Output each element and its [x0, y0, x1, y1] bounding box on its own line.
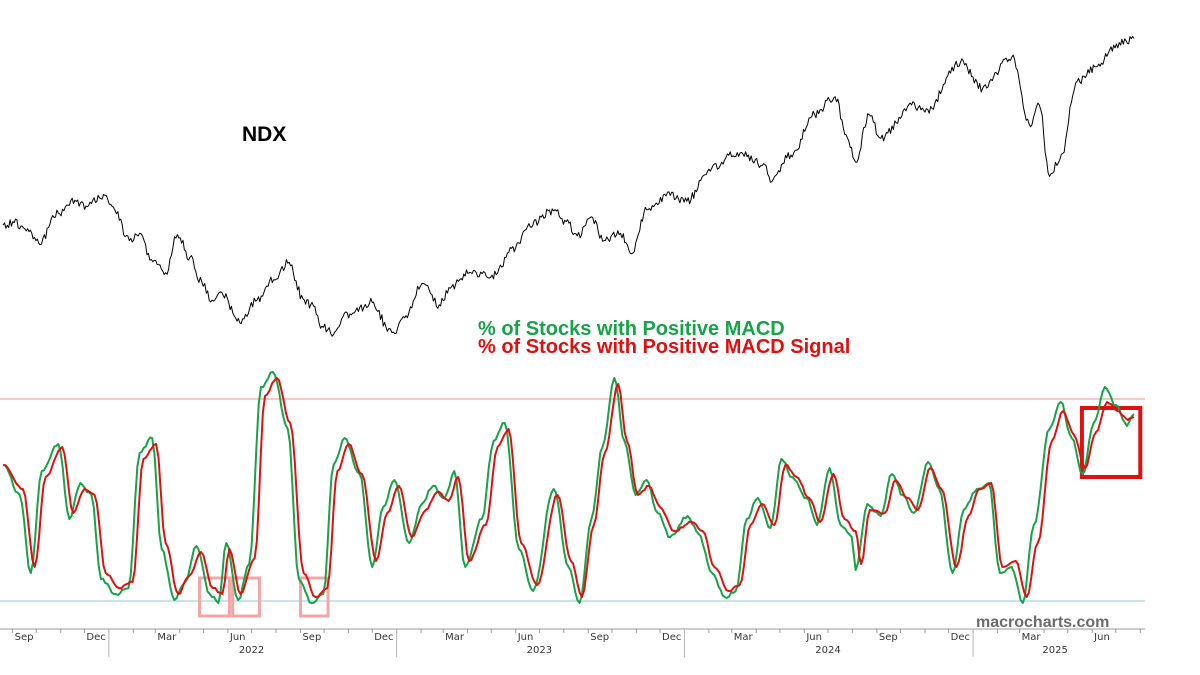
macd-line [3, 371, 1135, 604]
x-tick-label: Sep [879, 632, 898, 643]
x-tick-label: Mar [445, 632, 465, 643]
x-tick-label: Mar [157, 632, 177, 643]
year-label: 2022 [239, 645, 264, 656]
x-tick-label: Jun [517, 632, 534, 643]
x-tick-label: Sep [590, 632, 609, 643]
current-signal-box [1079, 406, 1143, 479]
ndx-line [2, 36, 1135, 337]
annotation-boxes [198, 406, 1143, 618]
x-tick-label: Jun [229, 632, 246, 643]
x-axis: Sep Dec Mar Jun Sep Dec Mar Jun Sep Dec Mar Jun Sep D… [0, 628, 1145, 657]
x-tick-label: Dec [662, 632, 681, 643]
x-tick-label: Mar [734, 632, 754, 643]
x-tick-label: Dec [374, 632, 393, 643]
series-lines [2, 36, 1135, 604]
x-tick-label: Sep [302, 632, 321, 643]
x-tick-label: Mar [1022, 632, 1042, 643]
legend-signal: % of Stocks with Positive MACD Signal [478, 336, 850, 358]
signal-line [3, 377, 1135, 598]
x-tick-label: Dec [951, 632, 970, 643]
year-label: 2023 [527, 645, 552, 656]
washout-box-1 [198, 576, 231, 618]
ndx-label: NDX [242, 123, 286, 146]
legend-macd: % of Stocks with Positive MACD [478, 318, 785, 340]
year-label: 2025 [1042, 645, 1067, 656]
x-tick-label: Sep [15, 632, 34, 643]
year-label: 2024 [815, 645, 840, 656]
x-tick-label: Jun [805, 632, 822, 643]
watermark: macrocharts.com [976, 614, 1109, 631]
x-tick-label: Jun [1093, 632, 1110, 643]
reference-lines [0, 398, 1145, 602]
x-tick-label: Dec [86, 632, 105, 643]
washout-box-3 [298, 576, 330, 618]
